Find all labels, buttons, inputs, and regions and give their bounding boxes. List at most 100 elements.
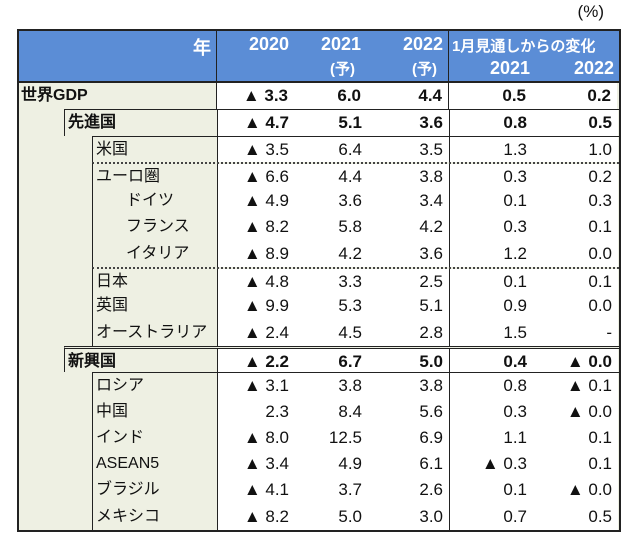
value-cell: 0.1 <box>533 269 618 294</box>
value-cell: 4.4 <box>295 163 368 189</box>
row-label: 米国 <box>93 136 218 162</box>
value-cell: 3.6 <box>368 240 450 268</box>
value-cell: 8.4 <box>295 398 368 425</box>
col-2020: 2020 <box>248 34 289 54</box>
unit-label: (%) <box>577 2 604 21</box>
value-cell: 4.9 <box>295 451 368 478</box>
value-cell: 4.4 <box>367 83 449 110</box>
row-label: 英国 <box>93 293 218 320</box>
table-row: イタリア ▲ 8.9 4.2 3.6 1.2 0.0 <box>19 240 619 268</box>
value-cell: 4.5 <box>295 319 368 346</box>
value-cell: ▲ 4.7 <box>218 110 295 136</box>
table-row: メキシコ ▲ 8.2 5.0 3.0 0.7 0.5 <box>19 503 619 531</box>
value-cell: 2.5 <box>368 269 450 294</box>
value-cell: 0.9 <box>450 293 533 320</box>
value-cell: ▲ 4.9 <box>218 188 295 215</box>
table-row: 英国 ▲ 9.9 5.3 5.1 0.9 0.0 <box>19 293 619 320</box>
table-row: ドイツ ▲ 4.9 3.6 3.4 0.1 0.3 <box>19 188 619 215</box>
value-cell: 0.3 <box>450 163 533 189</box>
value-cell: 0.5 <box>533 110 618 136</box>
value-cell: 0.0 <box>533 240 618 268</box>
table-body: 世界GDP ▲ 3.3 6.0 4.4 0.5 0.2 先進国 ▲ 4.7 5.1 3.6 0.8 0… <box>19 83 619 531</box>
value-cell: 0.3 <box>450 214 533 241</box>
value-cell: 0.3 <box>533 188 618 215</box>
value-cell: 1.0 <box>533 136 618 162</box>
row-label: 新興国 <box>65 348 218 373</box>
table-row: オーストラリア ▲ 2.4 4.5 2.8 1.5- <box>19 319 619 346</box>
header-divider <box>448 31 449 81</box>
value-cell: 0.1 <box>533 451 618 478</box>
value-cell: 0.1 <box>533 424 618 452</box>
table-row: 世界GDP ▲ 3.3 6.0 4.4 0.5 0.2 <box>19 83 619 110</box>
table-row: 日本 ▲ 4.8 3.3 2.5 0.1 0.1 <box>19 267 619 294</box>
header-divider <box>216 31 217 81</box>
col-2021-note: (予) <box>330 61 355 78</box>
table-row: フランス ▲ 8.2 5.8 4.2 0.3 0.1 <box>19 214 619 241</box>
col-2022-note: (予) <box>412 61 437 78</box>
row-label: ブラジル <box>93 477 218 504</box>
value-cell: - <box>533 319 618 346</box>
value-cell: ▲ 3.3 <box>217 83 294 110</box>
value-cell: ▲ 0.3 <box>450 451 533 478</box>
value-cell: ▲ 0.1 <box>533 373 618 399</box>
row-label: オーストラリア <box>93 319 218 346</box>
value-cell: 5.1 <box>295 110 368 136</box>
value-cell: ▲ 4.8 <box>218 269 295 294</box>
value-cell: 1.3 <box>450 136 533 162</box>
value-cell: 0.3 <box>450 398 533 425</box>
value-cell: 3.5 <box>368 136 450 162</box>
gdp-forecast-table: 年 2020 2021 (予) 2022 (予) 1月見通しからの変化 2021… <box>17 29 621 532</box>
value-cell: ▲ 0.0 <box>533 348 618 373</box>
value-cell: 3.6 <box>368 110 450 136</box>
table-row: 米国 ▲ 3.5 6.4 3.5 1.3 1.0 <box>19 135 619 162</box>
value-cell: 6.7 <box>295 348 368 373</box>
row-label: イタリア <box>93 240 218 268</box>
col-2022: 2022 <box>402 34 443 54</box>
value-cell: 3.8 <box>295 373 368 399</box>
table-row: 先進国 ▲ 4.7 5.1 3.6 0.8 0.5 <box>19 109 619 136</box>
value-cell: ▲ 3.1 <box>218 373 295 399</box>
value-cell: ▲ 8.0 <box>218 424 295 452</box>
row-label: 日本 <box>93 269 218 294</box>
row-label: 先進国 <box>65 110 218 136</box>
table-row: ユーロ圏 ▲ 6.6 4.4 3.8 0.3 0.2 <box>19 161 619 189</box>
table-row: インド ▲ 8.0 12.5 6.9 1.1 0.1 <box>19 424 619 452</box>
row-label: フランス <box>93 214 218 241</box>
table-row: 新興国 ▲ 2.2 6.7 5.0 0.4 ▲ 0.0 <box>19 345 619 373</box>
value-cell: ▲ 2.4 <box>218 319 295 346</box>
value-cell: 2.3 <box>218 398 295 425</box>
change-2021: 2021 <box>489 58 530 78</box>
value-cell: 0.7 <box>450 503 533 531</box>
value-cell: ▲ 6.6 <box>218 163 295 189</box>
value-cell: 0.2 <box>532 83 617 110</box>
value-cell: 0.8 <box>450 373 533 399</box>
value-cell: 6.9 <box>368 424 450 452</box>
value-cell: ▲ 2.2 <box>218 348 295 373</box>
value-cell: 0.0 <box>533 293 618 320</box>
value-cell: 2.8 <box>368 319 450 346</box>
value-cell: 0.1 <box>450 477 533 504</box>
row-label: ロシア <box>93 373 218 399</box>
value-cell: 3.6 <box>295 188 368 215</box>
value-cell: 0.2 <box>533 163 618 189</box>
value-cell: 6.1 <box>368 451 450 478</box>
table-header: 年 2020 2021 (予) 2022 (予) 1月見通しからの変化 2021… <box>19 31 619 83</box>
value-cell: ▲ 8.2 <box>218 503 295 531</box>
row-label: インド <box>93 424 218 452</box>
value-cell: 12.5 <box>295 424 368 452</box>
value-cell: 5.1 <box>368 293 450 320</box>
value-cell: ▲ 0.0 <box>533 398 618 425</box>
value-cell: 0.5 <box>533 503 618 531</box>
table-row: ロシア ▲ 3.1 3.8 3.8 0.8 ▲ 0.1 <box>19 372 619 399</box>
value-cell: 5.6 <box>368 398 450 425</box>
change-label: 1月見通しからの変化 <box>452 38 596 55</box>
row-label: ドイツ <box>93 188 218 215</box>
value-cell: ▲ 0.0 <box>533 477 618 504</box>
value-cell: 3.8 <box>368 373 450 399</box>
value-cell: 6.4 <box>295 136 368 162</box>
row-label: メキシコ <box>93 503 218 531</box>
value-cell: ▲ 8.2 <box>218 214 295 241</box>
value-cell: 4.2 <box>295 240 368 268</box>
row-label: 世界GDP <box>19 83 217 110</box>
table-row: ブラジル ▲ 4.1 3.7 2.6 0.1 ▲ 0.0 <box>19 477 619 504</box>
